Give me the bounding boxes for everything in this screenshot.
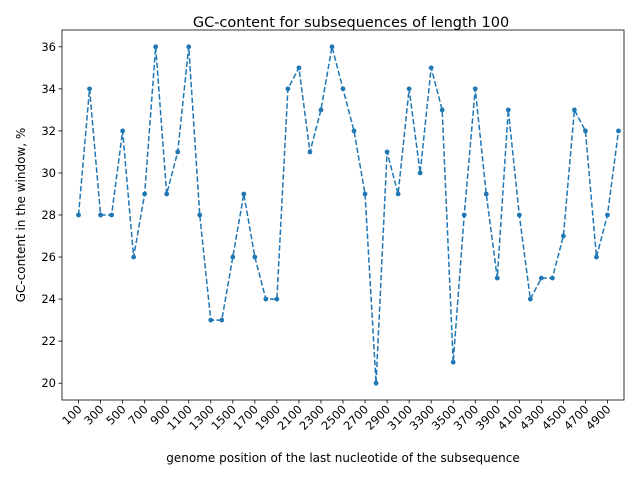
data-point bbox=[197, 212, 203, 218]
data-point bbox=[572, 107, 577, 113]
data-point bbox=[450, 359, 456, 365]
y-tick-label: 24 bbox=[41, 292, 56, 306]
data-point bbox=[406, 86, 412, 92]
x-tick-label: 500 bbox=[103, 402, 128, 427]
series-line bbox=[77, 46, 620, 384]
y-tick-label: 30 bbox=[41, 166, 56, 180]
data-point bbox=[351, 128, 357, 134]
data-point bbox=[384, 149, 390, 155]
data-point bbox=[494, 275, 500, 281]
chart-title: GC-content for subsequences of length 10… bbox=[193, 15, 509, 31]
data-point bbox=[483, 191, 489, 197]
data-point bbox=[285, 86, 291, 92]
data-point bbox=[296, 65, 302, 71]
data-point bbox=[373, 380, 379, 386]
data-point bbox=[263, 296, 269, 302]
y-tick-label: 34 bbox=[41, 82, 56, 96]
data-point bbox=[230, 254, 236, 260]
data-point bbox=[417, 170, 423, 176]
data-point bbox=[395, 191, 401, 197]
data-point bbox=[252, 254, 258, 260]
data-point bbox=[472, 86, 478, 92]
data-point bbox=[583, 128, 588, 134]
y-axis: 20 22 24 26 28 30 32 34 36 bbox=[41, 40, 62, 390]
y-tick-label: 22 bbox=[41, 334, 56, 348]
data-point bbox=[560, 233, 566, 239]
x-tick-label: 700 bbox=[125, 402, 150, 427]
x-axis: 1003005007009001100130015001700190021002… bbox=[59, 400, 614, 433]
data-point bbox=[616, 128, 621, 134]
data-point bbox=[208, 317, 214, 323]
data-point bbox=[549, 275, 555, 281]
data-point bbox=[153, 44, 159, 50]
data-point bbox=[527, 296, 533, 302]
data-point bbox=[175, 149, 181, 155]
data-point bbox=[142, 191, 148, 197]
data-point bbox=[109, 212, 114, 218]
data-point bbox=[98, 212, 103, 218]
data-point bbox=[329, 44, 335, 50]
data-point bbox=[186, 44, 192, 50]
data-point bbox=[219, 317, 225, 323]
data-point bbox=[505, 107, 511, 113]
data-point bbox=[164, 191, 170, 197]
x-axis-label: genome position of the last nucleotide o… bbox=[166, 451, 519, 465]
y-tick-label: 28 bbox=[41, 208, 56, 222]
x-tick-label: 300 bbox=[81, 402, 106, 427]
data-point bbox=[439, 107, 445, 113]
data-point bbox=[461, 212, 467, 218]
data-point bbox=[131, 254, 137, 260]
y-tick-label: 32 bbox=[41, 124, 56, 138]
data-point bbox=[120, 128, 126, 134]
data-point bbox=[594, 254, 599, 260]
data-point bbox=[87, 86, 92, 92]
y-tick-label: 26 bbox=[41, 250, 56, 264]
data-point bbox=[538, 275, 544, 281]
y-axis-label: GC-content in the window, % bbox=[14, 128, 28, 303]
y-tick-label: 20 bbox=[41, 376, 56, 390]
x-tick-label: 4900 bbox=[583, 402, 614, 433]
data-point bbox=[340, 86, 346, 92]
x-tick-label: 100 bbox=[59, 402, 84, 427]
data-point bbox=[76, 212, 81, 218]
data-point bbox=[241, 191, 247, 197]
data-point bbox=[307, 149, 313, 155]
data-point bbox=[605, 212, 610, 218]
data-point bbox=[274, 296, 280, 302]
y-tick-label: 36 bbox=[41, 40, 56, 54]
data-point bbox=[516, 212, 522, 218]
data-point bbox=[428, 65, 434, 71]
data-point bbox=[362, 191, 368, 197]
plot-area-frame bbox=[61, 29, 625, 401]
series-markers bbox=[76, 44, 621, 386]
data-point bbox=[318, 107, 324, 113]
